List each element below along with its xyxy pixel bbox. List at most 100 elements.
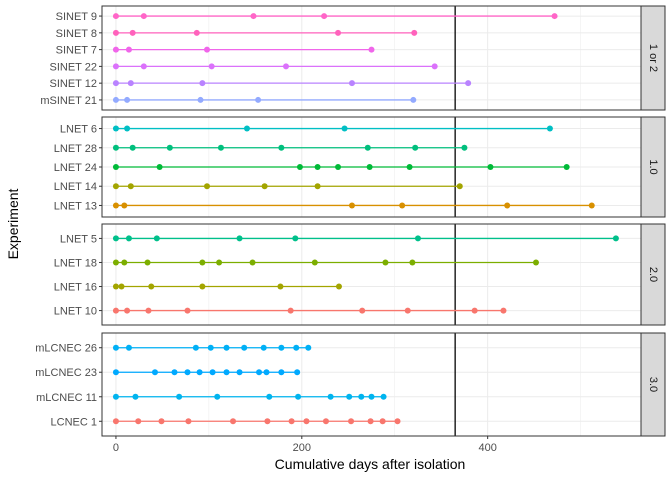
panel-background <box>102 6 641 110</box>
data-point <box>112 418 119 425</box>
data-point <box>193 29 200 36</box>
data-point <box>311 259 318 266</box>
y-tick-label: SINET 7 <box>56 45 97 57</box>
y-tick-label: LNET 6 <box>60 124 97 136</box>
data-point <box>283 63 290 70</box>
data-point <box>487 164 494 170</box>
x-axis-title: Cumulative days after isolation <box>275 456 466 472</box>
data-point <box>411 29 418 36</box>
data-point <box>144 259 151 266</box>
data-point <box>394 418 401 425</box>
data-point <box>348 418 355 425</box>
data-point <box>456 183 463 190</box>
data-point <box>358 393 365 400</box>
data-point <box>335 164 342 170</box>
data-point <box>588 202 595 209</box>
data-point <box>145 307 152 314</box>
data-point <box>112 235 119 242</box>
data-point <box>348 202 355 209</box>
data-point <box>243 125 250 132</box>
data-point <box>256 369 263 376</box>
data-point <box>112 393 119 400</box>
data-point <box>199 283 206 290</box>
facet-panel: LNET 5 LNET 18 LNET 16 LNET 10 2.0 <box>54 223 666 326</box>
y-axis-title: Experiment <box>5 188 21 259</box>
data-point <box>166 144 173 151</box>
data-point <box>327 393 334 400</box>
data-point <box>129 29 136 36</box>
data-point <box>204 46 211 53</box>
data-point <box>199 80 206 87</box>
data-point <box>504 202 511 209</box>
y-tick-label: mSINET 21 <box>40 95 97 107</box>
data-point <box>171 369 178 376</box>
data-point <box>121 259 128 266</box>
data-point <box>546 125 553 132</box>
data-point <box>124 307 131 314</box>
facet-strip <box>640 332 666 437</box>
data-point <box>278 369 285 376</box>
data-point <box>322 418 329 425</box>
data-point <box>295 393 302 400</box>
data-point <box>471 307 478 314</box>
data-point <box>294 369 301 376</box>
data-point <box>261 183 268 190</box>
data-point <box>112 80 119 87</box>
data-point <box>431 63 438 70</box>
data-point <box>207 344 214 351</box>
data-point <box>278 144 285 151</box>
data-point <box>230 418 237 425</box>
data-point <box>266 393 273 400</box>
facet-strip-label: 3.0 <box>647 377 659 392</box>
data-point <box>379 418 386 425</box>
data-point <box>135 418 142 425</box>
y-tick-label: SINET 9 <box>56 11 97 23</box>
data-point <box>321 13 328 20</box>
data-point <box>278 344 285 351</box>
data-point <box>208 63 215 70</box>
data-point <box>127 183 134 190</box>
data-point <box>260 344 267 351</box>
data-point <box>414 235 421 242</box>
data-point <box>112 344 119 351</box>
data-point <box>348 80 355 87</box>
data-point <box>241 344 248 351</box>
data-point <box>132 393 139 400</box>
data-point <box>197 96 204 103</box>
data-point <box>127 80 134 87</box>
data-point <box>148 283 155 290</box>
data-point <box>367 418 374 425</box>
x-tick-label: 200 <box>293 442 311 454</box>
facet-panel: LNET 6 LNET 28 LNET 24 LNET 14 LNET 13 1.0 <box>54 116 666 218</box>
y-tick-label: LNET 18 <box>54 257 97 269</box>
data-point <box>112 13 119 20</box>
data-point <box>292 235 299 242</box>
data-point <box>500 307 507 314</box>
data-point <box>121 202 128 209</box>
facet-strip-label: 1 or 2 <box>647 44 659 72</box>
data-point <box>236 235 243 242</box>
data-point <box>112 259 119 266</box>
data-point <box>151 369 158 376</box>
data-point <box>366 164 373 170</box>
y-tick-label: LNET 24 <box>54 162 97 174</box>
data-point <box>185 418 192 425</box>
data-point <box>293 344 300 351</box>
facet-strip <box>640 223 666 326</box>
data-point <box>199 259 206 266</box>
data-point <box>112 283 119 290</box>
facet-strip-label: 2.0 <box>647 267 659 282</box>
data-point <box>158 418 165 425</box>
data-point <box>125 46 132 53</box>
data-point <box>223 344 230 351</box>
facet-strip-label: 1.0 <box>647 159 659 174</box>
y-tick-label: LNET 16 <box>54 282 97 294</box>
facet-panel: mLCNEC 26 mLCNEC 23 mLCNEC 11 LCNEC 1 3.0 <box>35 332 666 437</box>
data-point <box>335 283 342 290</box>
data-point <box>112 369 119 376</box>
data-point <box>412 144 419 151</box>
data-point <box>112 202 119 209</box>
data-point <box>532 259 539 266</box>
y-tick-label: LNET 10 <box>54 306 97 318</box>
